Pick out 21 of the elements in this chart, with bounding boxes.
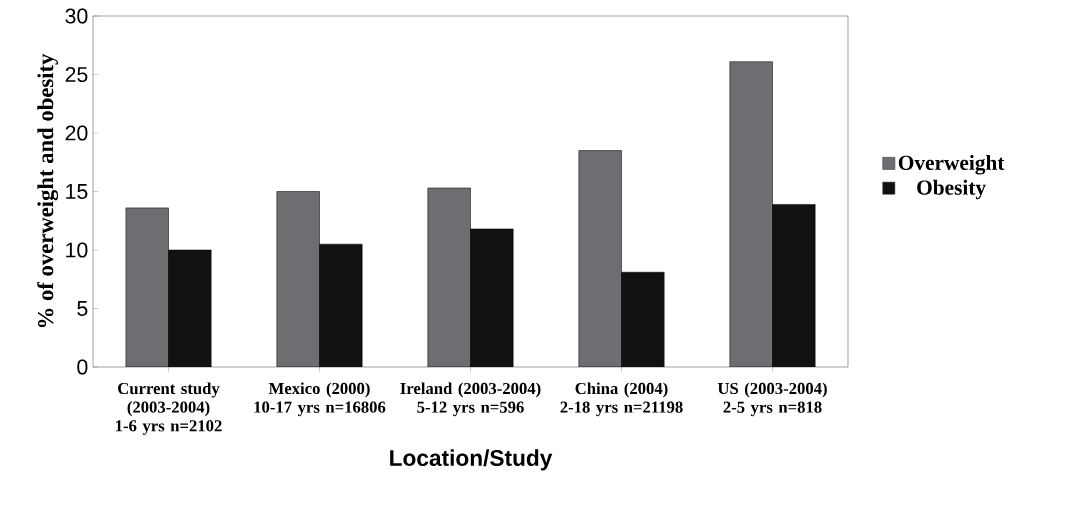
x-tick-label: Mexico (2000) 10-17 yrs n=16806	[254, 382, 386, 417]
bar	[125, 207, 169, 367]
y-axis-title: % of overweight and obesity	[37, 53, 59, 328]
x-tick-label: Ireland (2003-2004) 5-12 yrs n=596	[400, 382, 541, 417]
y-tick-label: 30	[65, 8, 88, 24]
y-tick-label: 15	[66, 184, 88, 199]
y-tick-label: 5	[77, 301, 88, 316]
y-tick-label: 25	[65, 66, 88, 83]
x-tick-label: US (2003-2004) 2-5 yrs n=818	[717, 382, 827, 417]
bar	[729, 61, 773, 367]
bar	[276, 191, 320, 367]
legend-label: Overweight	[898, 154, 1005, 175]
x-tick-label: China (2004) 2-18 yrs n=21198	[560, 382, 683, 417]
legend-label: Obesity	[917, 179, 986, 200]
x-tick-label: Current study (2003-2004) 1-6 yrs n=2102	[116, 382, 222, 435]
bar	[578, 150, 622, 367]
x-axis-title: Location/Study	[390, 449, 553, 471]
y-tick-label: 20	[65, 125, 88, 141]
y-tick-label: 0	[77, 359, 88, 375]
bar	[427, 187, 471, 367]
y-tick-label: 10	[66, 242, 88, 258]
